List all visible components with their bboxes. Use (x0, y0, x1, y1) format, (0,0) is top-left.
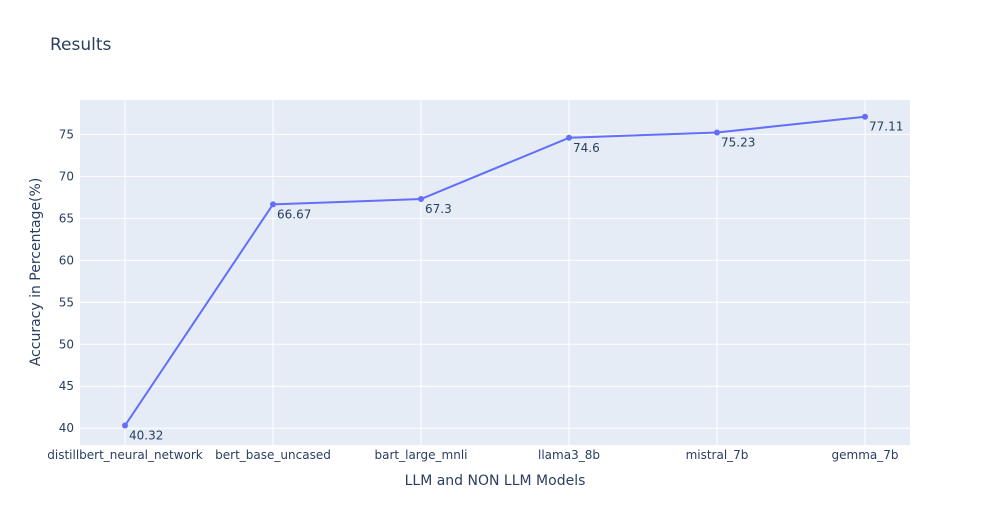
data-point (418, 196, 424, 203)
x-axis-ticks: distillbert_neural_network bert_base_unca… (47, 448, 898, 462)
x-tick-label: gemma_7b (832, 448, 899, 462)
y-tick-label: 65 (59, 211, 74, 225)
y-tick-label: 70 (59, 169, 74, 183)
y-tick-label: 40 (59, 421, 74, 435)
y-axis-title: Accuracy in Percentage(%) (28, 178, 44, 367)
y-tick-label: 75 (59, 127, 74, 141)
data-label: 74.6 (573, 141, 600, 155)
data-label: 66.67 (277, 207, 311, 221)
data-label: 77.11 (869, 120, 903, 134)
x-tick-label: llama3_8b (538, 448, 600, 462)
x-tick-label: bart_large_mnli (375, 448, 468, 462)
data-point (714, 129, 720, 136)
data-point (862, 113, 868, 120)
data-label: 40.32 (129, 429, 163, 443)
x-tick-label: bert_base_uncased (215, 448, 331, 462)
y-tick-label: 60 (59, 253, 74, 267)
y-tick-label: 45 (59, 379, 74, 393)
grid-lines (80, 100, 910, 445)
series-layer: 40.32 66.67 67.3 74.6 75.23 77.11 (122, 113, 903, 443)
series-line (124, 115, 866, 427)
y-tick-label: 55 (59, 295, 74, 309)
data-point (270, 201, 276, 208)
data-label: 67.3 (425, 202, 452, 216)
x-axis-title: LLM and NON LLM Models (405, 473, 586, 489)
x-tick-label: distillbert_neural_network (47, 448, 203, 462)
y-axis-ticks: 40 45 50 55 60 65 70 75 (59, 127, 74, 435)
data-point (122, 422, 128, 429)
chart-title: Results (50, 35, 112, 55)
data-label: 75.23 (721, 135, 755, 149)
data-point (566, 134, 572, 141)
y-tick-label: 50 (59, 337, 74, 351)
plot-area (80, 100, 910, 445)
x-tick-label: mistral_7b (686, 448, 749, 462)
